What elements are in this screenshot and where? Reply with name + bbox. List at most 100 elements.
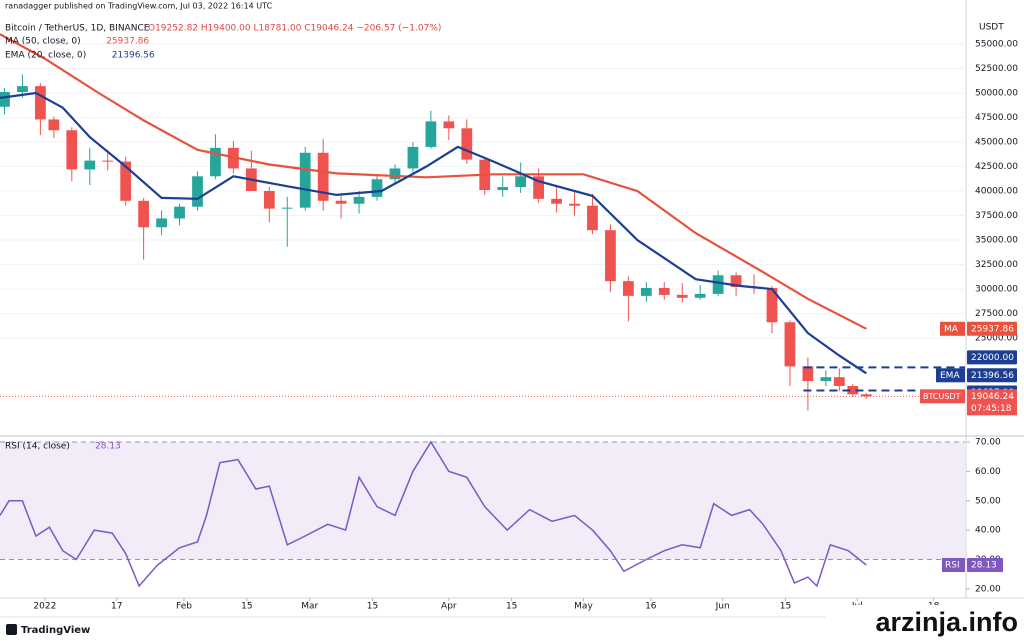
- rsi-legend-value: 28.13: [95, 442, 121, 452]
- overlay-line: [0, 91, 867, 375]
- y-tick-label: 60.00: [975, 467, 1001, 477]
- last-price-tag: 19046.24: [971, 392, 1014, 402]
- candle-body: [210, 147, 221, 177]
- x-tick-label: 15: [780, 602, 791, 612]
- ema-tag: 21396.56: [971, 371, 1014, 381]
- rsi-line: [0, 440, 867, 588]
- candle-body: [156, 218, 167, 228]
- x-tick-label: 15: [506, 602, 517, 612]
- y-tick-label: 35000.00: [975, 235, 1018, 245]
- legend-value: 25937.86: [106, 37, 149, 47]
- x-tick-label: Mar: [301, 602, 318, 612]
- y-tick-label: 50.00: [975, 496, 1001, 506]
- x-tick-label: Feb: [176, 602, 192, 612]
- symbol-tag-bg: [920, 389, 965, 404]
- candle-body: [35, 86, 46, 120]
- ma-tag-bg: [967, 321, 1017, 336]
- candle-body: [17, 86, 28, 93]
- x-tick-label: 15: [367, 602, 378, 612]
- candle-body: [784, 322, 796, 367]
- footer-brand: TradingView: [21, 625, 90, 636]
- x-tick-label: Apr: [441, 602, 457, 612]
- candle-body: [0, 92, 10, 107]
- candle-body: [461, 128, 473, 160]
- ma-tag-label: MA: [944, 324, 959, 334]
- y-tick-label: 32500.00: [975, 260, 1018, 270]
- candle-body: [515, 176, 527, 188]
- last-price-tag-bg: [967, 389, 1017, 416]
- candle-body: [443, 121, 455, 129]
- y-tick-label: 27500.00: [975, 309, 1018, 319]
- watermark-box: [826, 605, 1024, 641]
- candle-body: [425, 121, 437, 147]
- candle-body: [802, 366, 814, 382]
- candle-body: [371, 179, 383, 197]
- y-tick-label: 70.00: [975, 437, 1001, 447]
- candle-body: [847, 386, 859, 395]
- candle-body: [48, 119, 60, 131]
- y-tick-label: 37500.00: [975, 211, 1018, 221]
- candle-body: [120, 161, 132, 201]
- candle-body: [712, 275, 724, 294]
- level-tag: 22000.00: [971, 353, 1014, 363]
- y-tick-label: 55000.00: [975, 39, 1018, 49]
- candle-body: [833, 377, 845, 387]
- ma-tag: 25937.86: [971, 324, 1014, 334]
- x-tick-label: 15: [241, 602, 252, 612]
- candle-body: [730, 275, 742, 288]
- rsi-legend-name: RSI (14, close): [5, 442, 70, 452]
- y-tick-label: 40000.00: [975, 186, 1018, 196]
- footer-logo: [6, 624, 17, 635]
- candle-body: [533, 176, 544, 199]
- candle-body: [102, 160, 114, 162]
- symbol: Bitcoin / TetherUS, 1D, BINANCE: [5, 24, 150, 34]
- candle-body: [694, 293, 706, 298]
- published-note: ranadagger published on TradingView.com,…: [5, 2, 273, 11]
- candle-body: [497, 187, 509, 191]
- ema-tag-bg: [967, 368, 1017, 383]
- logo-mark: [6, 624, 17, 635]
- x-tick-label: 16: [645, 602, 657, 612]
- x-tick-label: Jun: [715, 602, 730, 612]
- y-tick-label: 47500.00: [975, 113, 1018, 123]
- x-tick-label: May: [574, 602, 593, 612]
- ma-tag-label-bg: [940, 321, 965, 336]
- candle-body: [335, 200, 347, 204]
- candle-body: [860, 394, 872, 397]
- rsi-tag-label-bg: [942, 558, 965, 573]
- rsi-tag-label: RSI: [945, 561, 960, 571]
- candle-body: [174, 206, 185, 219]
- rsi-tag: 28.13: [971, 561, 997, 571]
- watermark: arzinja.info: [875, 607, 1018, 637]
- y-tick-label: 52500.00: [975, 64, 1018, 74]
- countdown: 07:45:18: [971, 404, 1012, 414]
- symbol-tag: BTCUSDT: [923, 392, 961, 401]
- candle-body: [587, 205, 598, 231]
- candle-body: [84, 160, 96, 170]
- legend-value: 21396.56: [112, 51, 155, 61]
- y-tick-label: 20.00: [975, 584, 1001, 594]
- ema-tag-label-bg: [936, 368, 965, 383]
- y-tick-label: 50000.00: [975, 88, 1018, 98]
- rsi-band: [0, 441, 965, 560]
- currency: USDT: [979, 23, 1004, 33]
- candle-body: [317, 152, 329, 201]
- candle-body: [281, 207, 293, 209]
- candle-body: [605, 230, 616, 282]
- ohlc: O19252.82 H19400.00 L18781.00 C19046.24 …: [148, 24, 441, 34]
- candle-body: [263, 190, 275, 209]
- candle-body: [299, 152, 311, 208]
- candle-body: [407, 146, 419, 169]
- overlay-line: [0, 33, 867, 330]
- candle-body: [658, 288, 670, 295]
- y-tick-label: 42500.00: [975, 162, 1018, 172]
- candle-body: [640, 288, 652, 296]
- ema-tag-label: EMA: [940, 371, 960, 381]
- candle-body: [192, 176, 203, 207]
- candle-body: [569, 203, 580, 206]
- rsi-tag-bg: [967, 558, 1003, 573]
- y-tick-label: 40.00: [975, 526, 1001, 536]
- candle-body: [353, 196, 365, 204]
- candle-body: [820, 377, 832, 382]
